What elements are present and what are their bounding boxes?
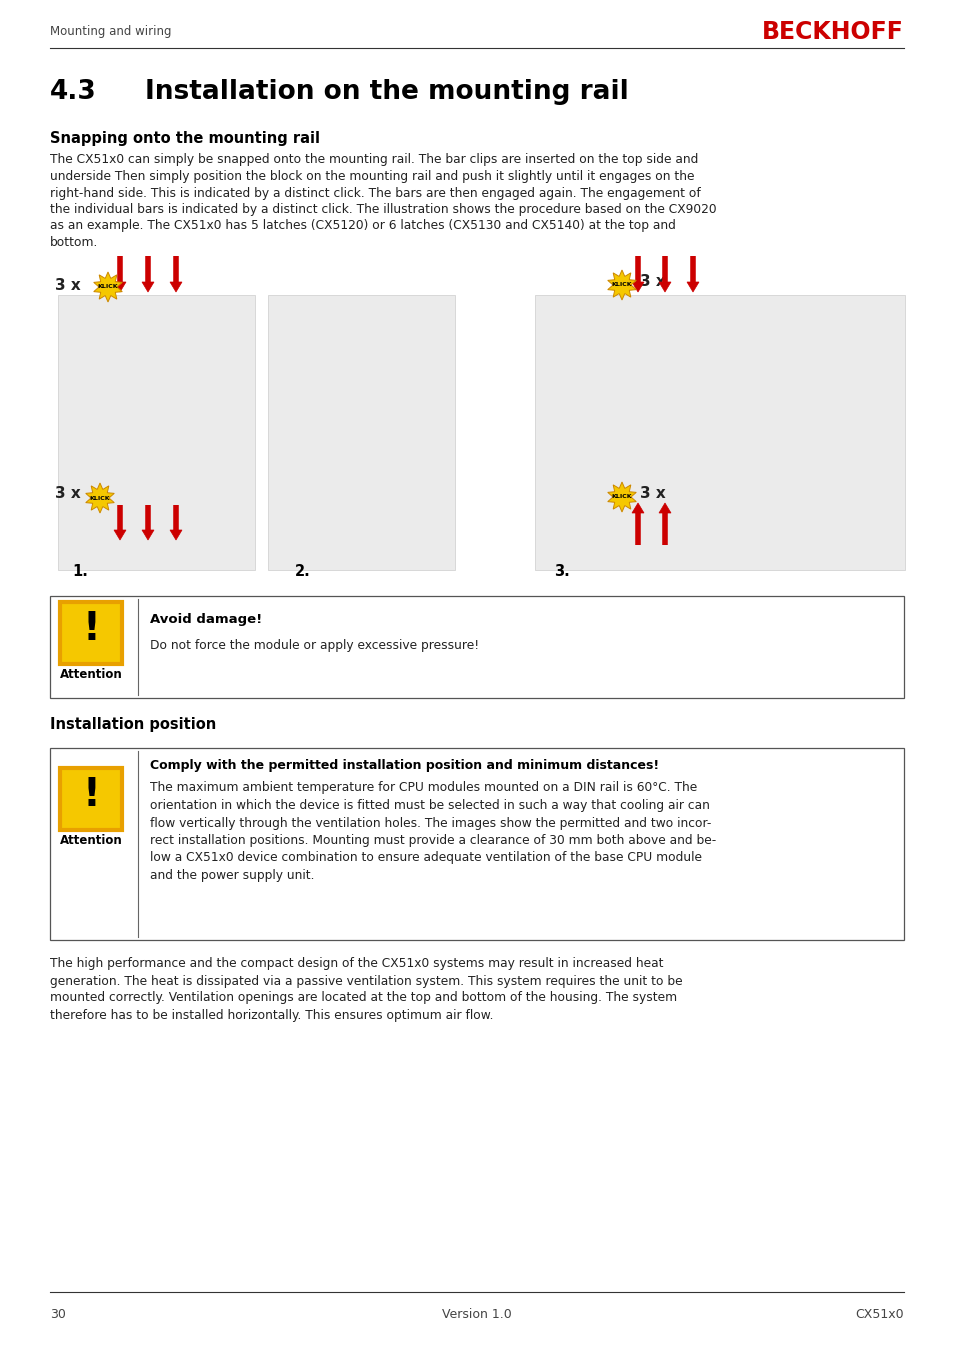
Text: 2.: 2. xyxy=(294,564,311,579)
Text: Attention: Attention xyxy=(59,833,122,846)
Bar xyxy=(50,748,903,940)
Text: therefore has to be installed horizontally. This ensures optimum air flow.: therefore has to be installed horizontal… xyxy=(50,1008,493,1022)
Text: right-hand side. This is indicated by a distinct click. The bars are then engage: right-hand side. This is indicated by a … xyxy=(50,186,700,200)
Text: !: ! xyxy=(82,776,100,814)
Text: flow vertically through the ventilation holes. The images show the permitted and: flow vertically through the ventilation … xyxy=(150,817,711,829)
Polygon shape xyxy=(142,282,153,292)
Polygon shape xyxy=(170,531,182,540)
Text: 1.: 1. xyxy=(71,564,88,579)
Polygon shape xyxy=(631,282,643,292)
Text: rect installation positions. Mounting must provide a clearance of 30 mm both abo: rect installation positions. Mounting mu… xyxy=(150,834,716,846)
Bar xyxy=(58,296,254,570)
Text: The CX51x0 can simply be snapped onto the mounting rail. The bar clips are inser: The CX51x0 can simply be snapped onto th… xyxy=(50,154,698,166)
FancyBboxPatch shape xyxy=(60,768,122,830)
Polygon shape xyxy=(686,282,699,292)
Text: Version 1.0: Version 1.0 xyxy=(441,1308,512,1320)
Polygon shape xyxy=(659,282,670,292)
Text: The high performance and the compact design of the CX51x0 systems may result in : The high performance and the compact des… xyxy=(50,957,662,971)
Text: The maximum ambient temperature for CPU modules mounted on a DIN rail is 60°C. T: The maximum ambient temperature for CPU … xyxy=(150,782,697,795)
Text: 3 x: 3 x xyxy=(55,486,81,501)
Text: KLICK: KLICK xyxy=(97,285,118,289)
Polygon shape xyxy=(607,270,636,300)
Text: generation. The heat is dissipated via a passive ventilation system. This system: generation. The heat is dissipated via a… xyxy=(50,975,682,987)
Text: KLICK: KLICK xyxy=(611,282,632,288)
Text: as an example. The CX51x0 has 5 latches (CX5120) or 6 latches (CX5130 and CX5140: as an example. The CX51x0 has 5 latches … xyxy=(50,220,675,232)
Text: underside Then simply position the block on the mounting rail and push it slight: underside Then simply position the block… xyxy=(50,170,694,184)
Text: Mounting and wiring: Mounting and wiring xyxy=(50,26,172,39)
Polygon shape xyxy=(170,282,182,292)
Text: Installation on the mounting rail: Installation on the mounting rail xyxy=(145,80,628,105)
Bar xyxy=(50,595,903,698)
Text: 3 x: 3 x xyxy=(639,274,665,289)
Text: !: ! xyxy=(82,610,100,648)
Text: the individual bars is indicated by a distinct click. The illustration shows the: the individual bars is indicated by a di… xyxy=(50,202,716,216)
Text: KLICK: KLICK xyxy=(611,494,632,499)
Text: low a CX51x0 device combination to ensure adequate ventilation of the base CPU m: low a CX51x0 device combination to ensur… xyxy=(150,852,701,864)
FancyBboxPatch shape xyxy=(60,602,122,664)
Text: BECKHOFF: BECKHOFF xyxy=(761,20,903,45)
Text: Do not force the module or apply excessive pressure!: Do not force the module or apply excessi… xyxy=(150,640,478,652)
Polygon shape xyxy=(659,504,670,513)
Polygon shape xyxy=(113,531,126,540)
Polygon shape xyxy=(631,504,643,513)
Text: mounted correctly. Ventilation openings are located at the top and bottom of the: mounted correctly. Ventilation openings … xyxy=(50,991,677,1004)
Text: Avoid damage!: Avoid damage! xyxy=(150,613,262,626)
Text: 30: 30 xyxy=(50,1308,66,1320)
Text: Comply with the permitted installation position and minimum distances!: Comply with the permitted installation p… xyxy=(150,760,659,772)
Text: 3.: 3. xyxy=(554,564,569,579)
Polygon shape xyxy=(607,482,636,512)
Text: bottom.: bottom. xyxy=(50,236,98,248)
Polygon shape xyxy=(142,531,153,540)
Text: Attention: Attention xyxy=(59,667,122,680)
Text: Installation position: Installation position xyxy=(50,717,216,732)
Bar xyxy=(535,296,904,570)
Text: 3 x: 3 x xyxy=(55,278,81,293)
Text: and the power supply unit.: and the power supply unit. xyxy=(150,869,314,882)
Text: 4.3: 4.3 xyxy=(50,80,96,105)
Text: KLICK: KLICK xyxy=(90,495,111,501)
Text: 3 x: 3 x xyxy=(639,486,665,501)
Text: CX51x0: CX51x0 xyxy=(855,1308,903,1320)
Text: Snapping onto the mounting rail: Snapping onto the mounting rail xyxy=(50,131,319,146)
Polygon shape xyxy=(86,483,114,513)
Polygon shape xyxy=(113,282,126,292)
Text: orientation in which the device is fitted must be selected in such a way that co: orientation in which the device is fitte… xyxy=(150,799,709,811)
Bar xyxy=(268,296,455,570)
Polygon shape xyxy=(93,271,122,302)
